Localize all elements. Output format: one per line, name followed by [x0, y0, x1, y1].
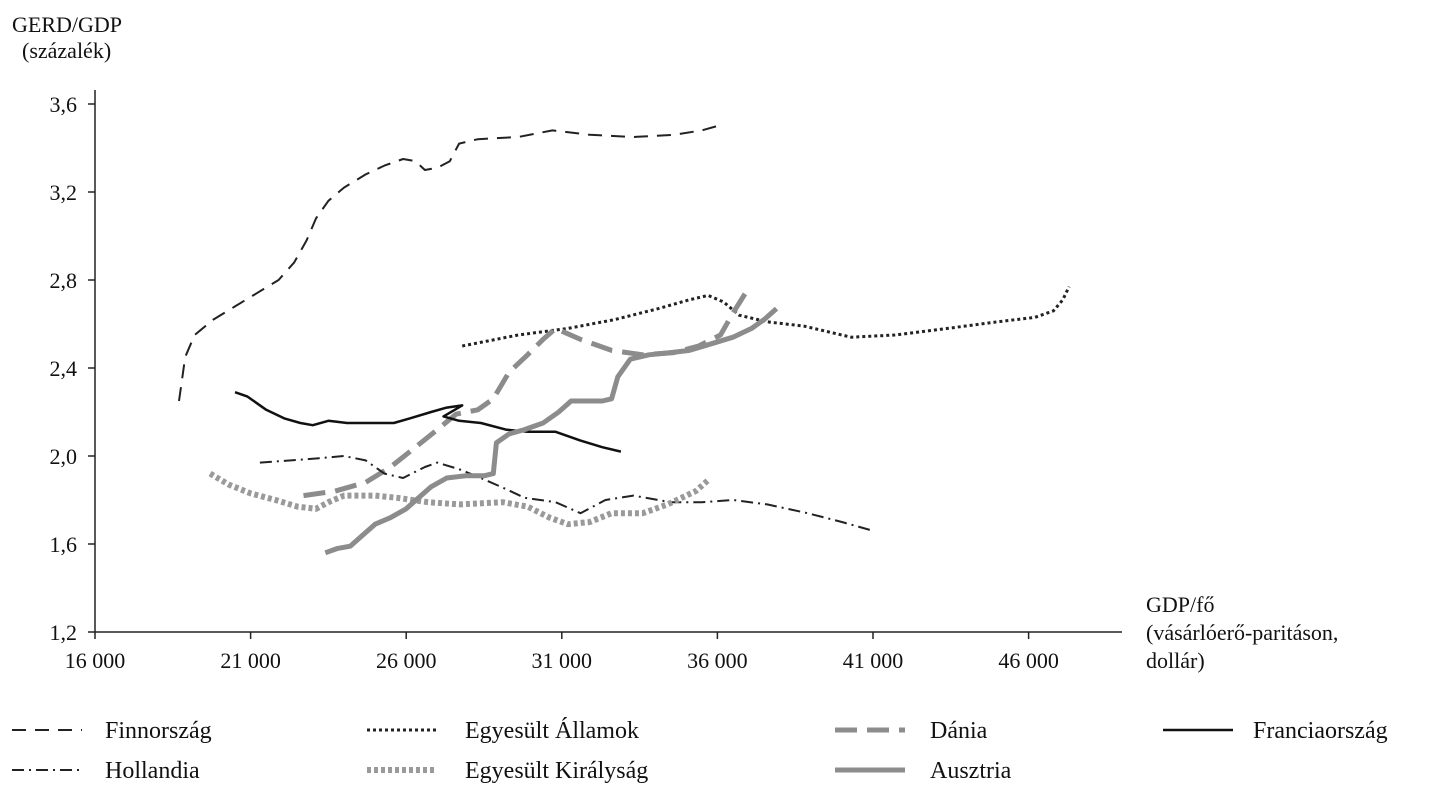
axes: 16 000 21 000 26 000 31 000 36 000 41 000 46 0…: [50, 90, 1122, 673]
series-line-ausztria: [324, 306, 779, 556]
x-tick-label: 36 000: [687, 648, 748, 673]
x-tick-label: 16 000: [65, 648, 126, 673]
x-tick-label: 31 000: [532, 648, 593, 673]
y-tick-label: 2,4: [50, 356, 78, 381]
y-tick-label: 1,2: [50, 620, 78, 645]
legend-label: Ausztria: [930, 758, 1012, 784]
series-line-franciaország: [234, 391, 622, 453]
x-tick-label: 21 000: [220, 648, 281, 673]
y-tick-label: 2,8: [50, 268, 78, 293]
x-axis-title-line2: (vásárlóerő-paritáson,: [1146, 620, 1338, 645]
y-tick-label: 3,2: [50, 180, 78, 205]
x-tick-label: 26 000: [376, 648, 437, 673]
legend-label: Franciaország: [1253, 718, 1388, 744]
x-tick-label: 46 000: [998, 648, 1059, 673]
legend-label: Egyesült Királyság: [465, 758, 648, 784]
series-lines: [178, 125, 1071, 556]
x-tick-label: 41 000: [843, 648, 904, 673]
series-line-hollandia: [259, 455, 874, 532]
legend-label: Finnország: [105, 718, 212, 744]
legend-label: Hollandia: [105, 758, 200, 784]
y-axis-title-line1: GERD/GDP: [12, 12, 122, 37]
x-axis-title-line1: GDP/fő: [1146, 592, 1214, 617]
series-line-finnország: [178, 125, 718, 402]
y-axis-title-line2: (százalék): [22, 38, 111, 63]
series-line-egyesült-királyság: [208, 471, 711, 528]
series-line-dánia: [303, 291, 748, 499]
y-tick-label: 1,6: [50, 532, 78, 557]
legend-label: Dánia: [930, 718, 988, 744]
x-axis-title-line3: dollár): [1146, 648, 1205, 673]
y-tick-label: 3,6: [50, 92, 78, 117]
legend: Finnország Egyesült Államok Dánia Franciaor…: [12, 718, 1388, 784]
legend-label: Egyesült Államok: [465, 718, 639, 744]
y-tick-label: 2,0: [50, 444, 78, 469]
